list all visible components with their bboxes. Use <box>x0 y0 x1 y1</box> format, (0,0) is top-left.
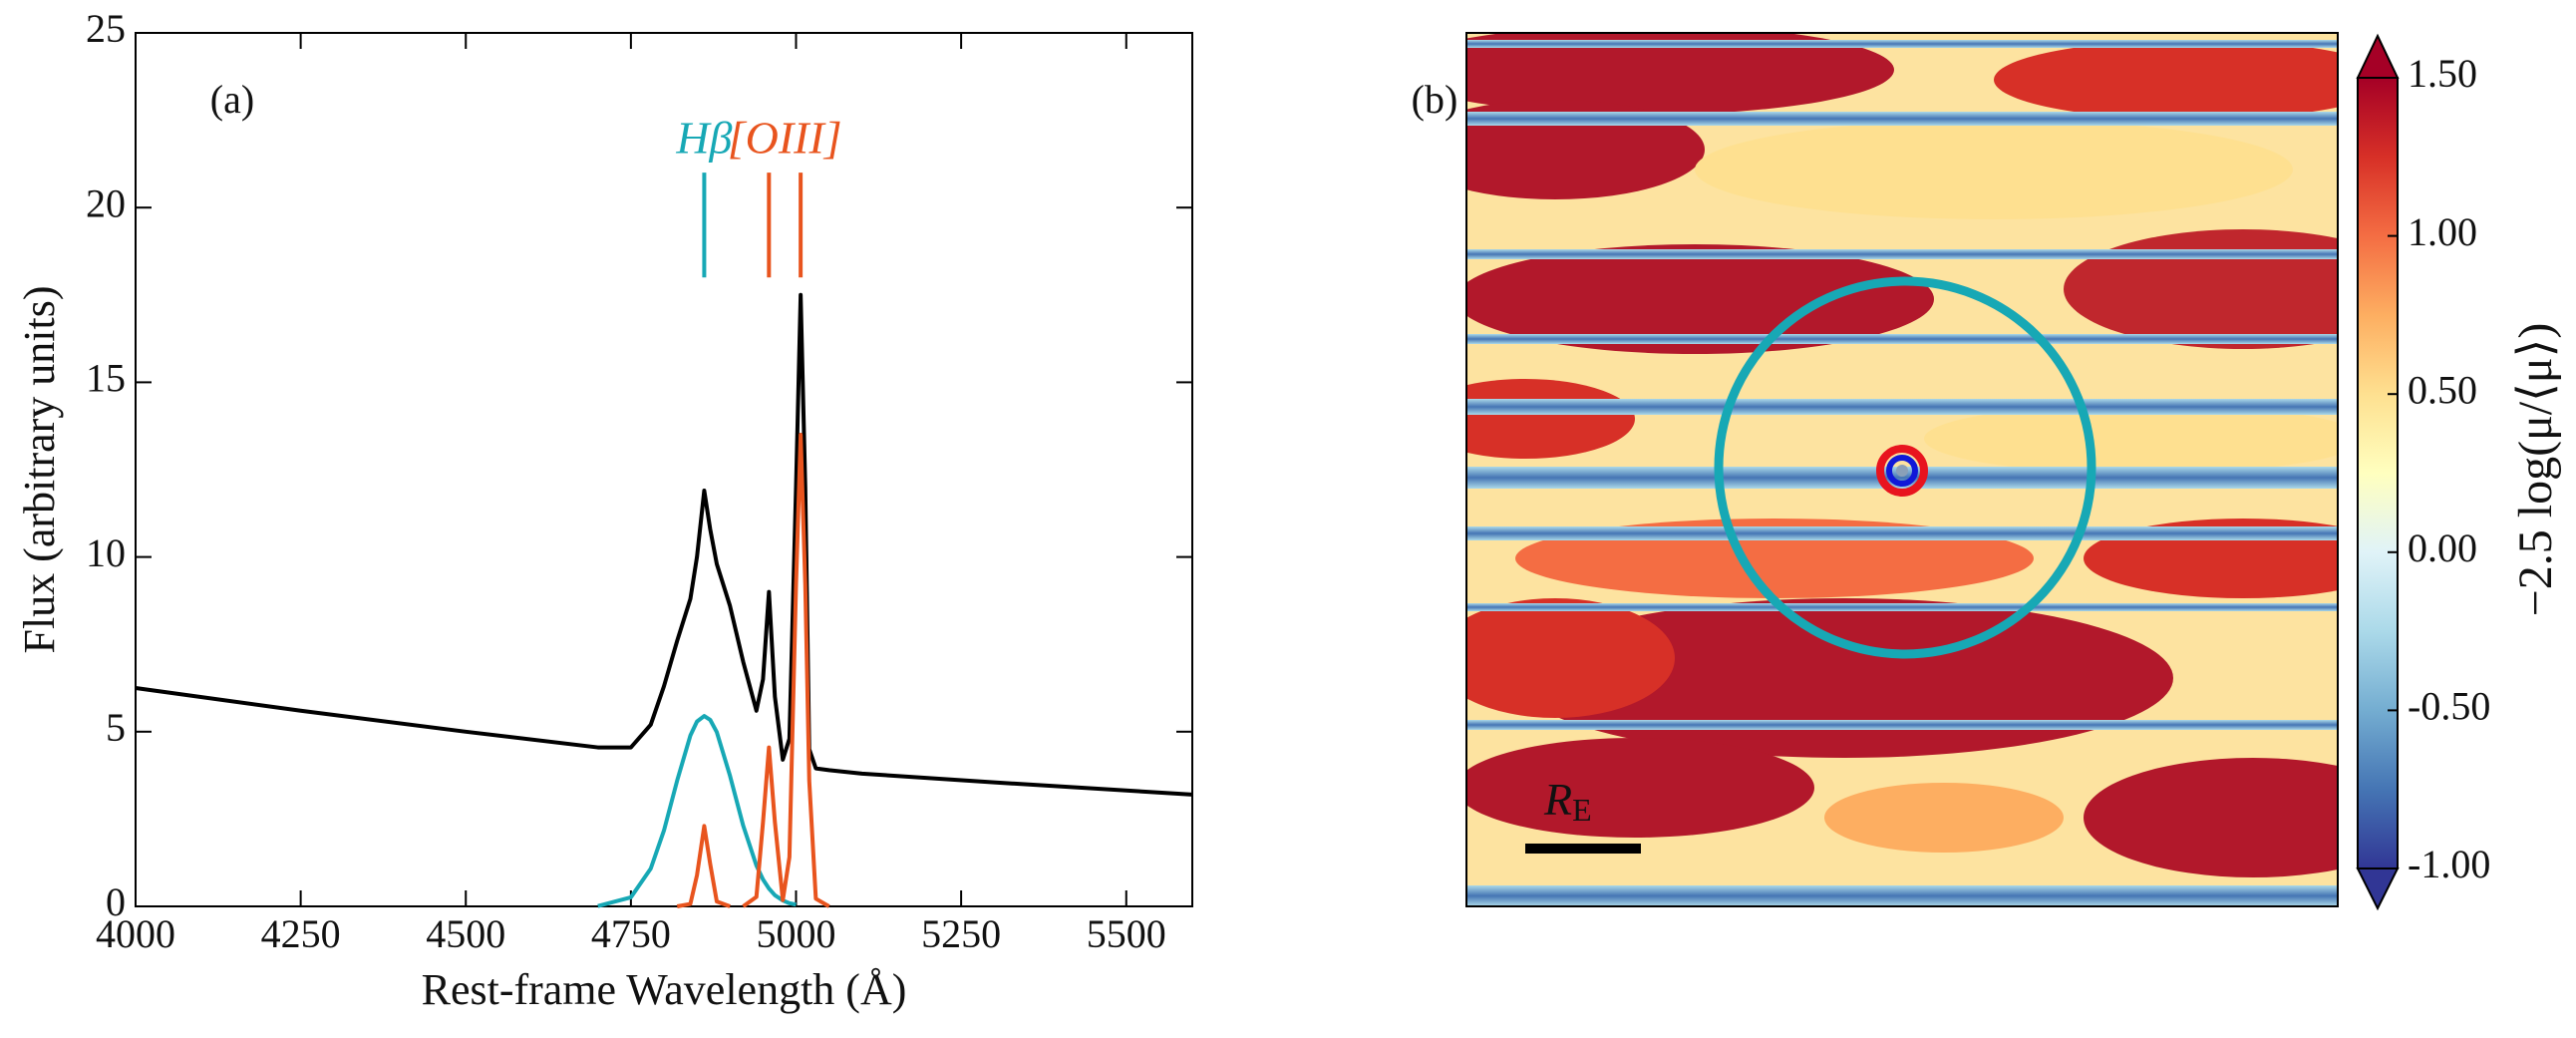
scale-bar-label: RE <box>1543 774 1592 829</box>
x-tick-label: 5250 <box>921 911 1001 956</box>
x-axis-label: Rest-frame Wavelength (Å) <box>422 965 907 1014</box>
magnification-map <box>1466 33 2338 906</box>
x-tick-label: 4000 <box>96 911 175 956</box>
y-tick-label: 20 <box>86 180 126 225</box>
plot-frame <box>135 32 1193 907</box>
annotation: [OIII] <box>728 113 842 164</box>
spectrum-line <box>742 432 830 908</box>
y-tick-label: 15 <box>86 356 126 401</box>
colorbar-tick-label: 0.00 <box>2408 525 2477 570</box>
colorbar-tick-label: -0.50 <box>2408 684 2490 729</box>
x-tick-label: 5500 <box>1087 911 1166 956</box>
colorbar <box>2358 78 2398 868</box>
colorbar-tick-label: 0.50 <box>2408 367 2477 412</box>
colorbar-tick-label: 1.50 <box>2408 51 2477 96</box>
y-tick-label: 25 <box>86 6 126 51</box>
colorbar-tick-label: -1.00 <box>2408 842 2490 886</box>
y-tick-label: 0 <box>106 879 126 924</box>
colorbar-tick-label: 1.00 <box>2408 209 2477 254</box>
x-tick-label: 4500 <box>426 911 505 956</box>
x-tick-label: 4750 <box>591 911 671 956</box>
y-axis-label: Flux (arbitrary units) <box>15 285 64 653</box>
annotation: Hβ <box>675 113 732 164</box>
spectrum-line <box>135 292 1193 797</box>
x-tick-label: 5000 <box>757 911 836 956</box>
spectrum-line <box>676 824 731 908</box>
y-tick-label: 10 <box>86 530 126 575</box>
colorbar-frame <box>2357 77 2399 869</box>
spectrum-line <box>597 714 797 908</box>
x-tick-label: 4250 <box>261 911 341 956</box>
plot-area <box>135 292 1193 908</box>
panel-label: (b) <box>1412 77 1458 122</box>
map-frame <box>1465 32 2339 907</box>
colorbar-label: −2.5 log(μ/⟨μ⟩) <box>2509 323 2562 617</box>
y-tick-label: 5 <box>106 705 126 750</box>
colorbar-extend <box>2356 867 2400 911</box>
panel-label: (a) <box>210 77 254 122</box>
colorbar-extend <box>2356 33 2400 79</box>
